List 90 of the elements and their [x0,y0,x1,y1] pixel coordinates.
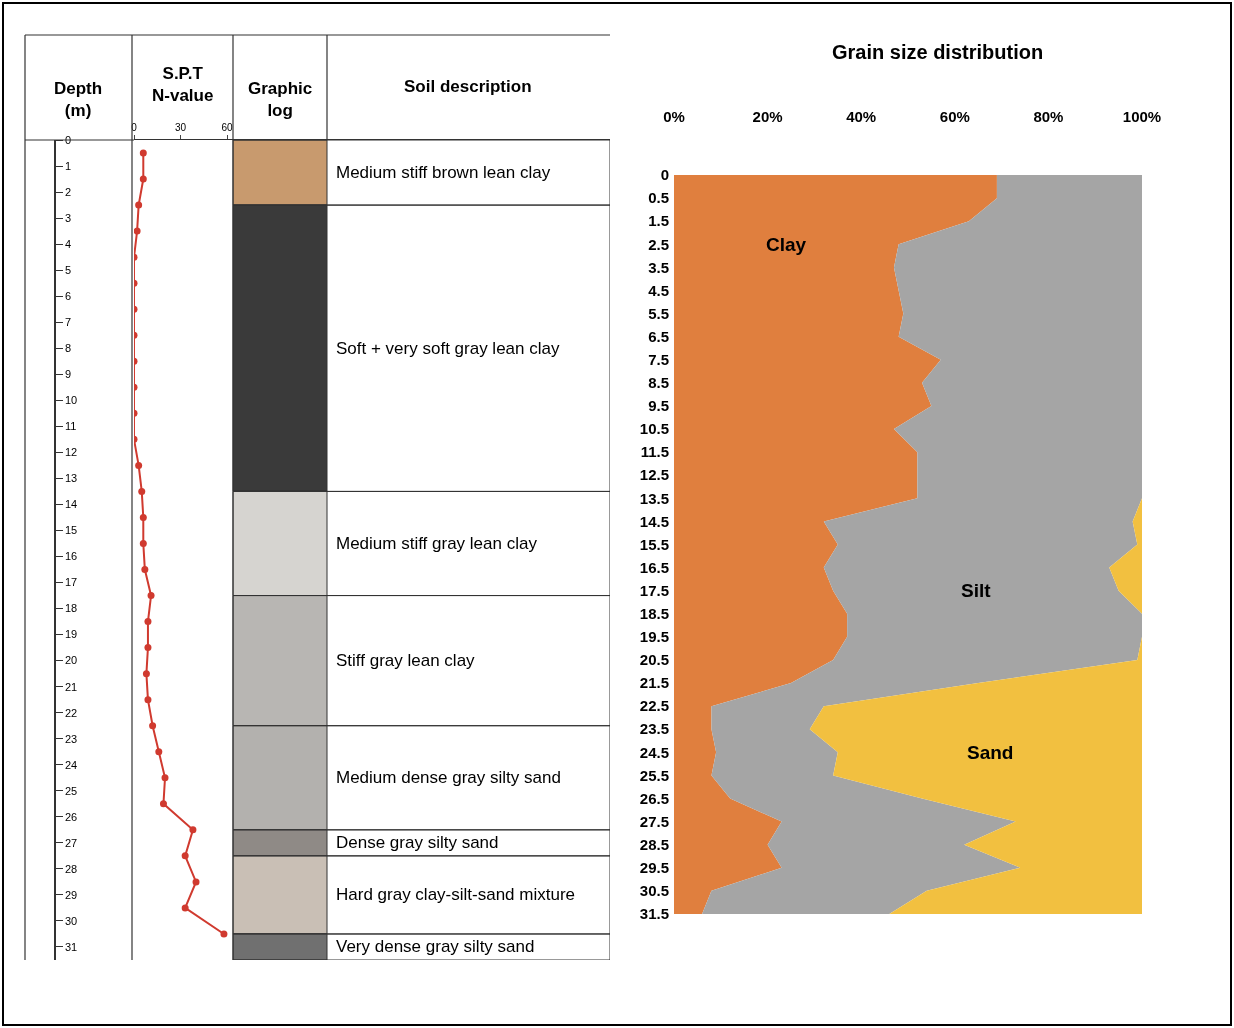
x-tick-label: 0% [663,108,685,125]
chart-title: S.P.T N-value [152,64,214,106]
y-tick-label: 10 [64,394,78,407]
y-tick-label: 30 [64,914,78,927]
y-tick-label: 26 [64,810,78,823]
y-tick-label: 0.5 [648,189,669,207]
y-tick-label: 0 [660,166,669,184]
band-label: Dense gray silty sand [336,833,499,852]
y-tick-label: 4.5 [648,281,669,299]
text: Graphic log [248,79,313,121]
y-tick-label: 30.5 [639,882,669,900]
y-tick-label: 6 [64,290,72,303]
y-tick-label: 11 [64,420,77,433]
y-tick-label: 2.5 [648,235,669,253]
y-tick-label: 26.5 [639,789,669,807]
y-tick-label: 1 [64,159,72,172]
y-tick-label: 10.5 [639,420,669,438]
y-tick-label: 6.5 [648,327,669,345]
y-tick-label: 1.5 [648,212,669,230]
x-tick-label: 60 [221,121,234,133]
y-tick-label: 4 [64,237,72,250]
y-tick-label: 16 [64,550,78,563]
y-axis-title: Depth (m) [54,79,103,121]
band-label: Stiff gray lean clay [336,651,476,670]
y-tick-label: 27.5 [639,812,669,830]
band-label: Medium stiff brown lean clay [336,163,551,182]
band-label: Soft + very soft gray lean clay [336,339,560,358]
x-tick-label: 20% [752,108,783,125]
y-tick-label: 19.5 [639,628,669,646]
y-tick-label: 14 [64,498,78,511]
x-tick-label: 100% [1122,108,1162,125]
y-tick-label: 20 [64,654,78,667]
y-tick-label: 23 [64,732,78,745]
x-tick-label: 30 [174,121,187,133]
y-tick-label: 24 [64,758,78,771]
y-tick-label: 15 [64,524,78,537]
y-tick-label: 27 [64,836,78,849]
y-tick-label: 22.5 [639,697,669,715]
y-tick-label: 0 [64,133,72,146]
y-tick-label: 12 [64,446,78,459]
y-tick-label: 22 [64,706,78,719]
band-label: Hard gray clay-silt-sand mixture [336,885,576,904]
y-tick-label: 31 [64,940,78,953]
y-tick-label: 14.5 [639,512,669,530]
series-label: Clay [766,234,807,255]
y-tick-label: 20.5 [639,651,669,669]
band-label: Very dense gray silty sand [336,937,535,956]
series-label: Sand [967,742,1014,763]
x-tick-label: 40% [846,108,877,125]
y-tick-label: 29 [64,888,78,901]
y-tick-label: 25 [64,784,78,797]
y-tick-label: 21.5 [639,674,669,692]
y-tick-label: 7.5 [648,351,669,369]
y-tick-label: 24.5 [639,743,669,761]
y-tick-label: 3 [64,211,72,224]
y-tick-label: 29.5 [639,859,669,877]
y-tick-label: 31.5 [639,905,669,923]
y-tick-label: 18.5 [639,605,669,623]
y-tick-label: 9.5 [648,397,669,415]
y-tick-label: 9 [64,368,72,381]
y-tick-label: 13.5 [639,489,669,507]
y-tick-label: 28.5 [639,835,669,853]
y-tick-label: 15.5 [639,535,669,553]
y-tick-label: 12.5 [639,466,669,484]
y-tick-label: 8.5 [648,374,669,392]
series-label: Silt [961,580,992,601]
y-tick-label: 18 [64,602,78,615]
y-tick-label: 3.5 [648,258,669,276]
y-tick-label: 17 [64,576,78,589]
y-tick-label: 19 [64,628,78,641]
y-tick-label: 7 [64,316,72,329]
x-tick-label: 60% [939,108,970,125]
y-tick-label: 13 [64,472,78,485]
x-tick-label: 80% [1033,108,1064,125]
y-tick-label: 5.5 [648,304,669,322]
band-label: Medium dense gray silty sand [336,768,561,787]
y-tick-label: 28 [64,862,78,875]
y-tick-label: 17.5 [639,581,669,599]
y-tick-label: 21 [64,680,78,693]
y-tick-label: 25.5 [639,766,669,784]
x-tick-label: 0 [131,121,138,133]
y-tick-label: 5 [64,264,72,277]
text: Soil description [404,77,532,96]
y-tick-label: 16.5 [639,558,669,576]
y-tick-label: 23.5 [639,720,669,738]
y-tick-label: 8 [64,342,72,355]
y-tick-label: 2 [64,185,72,198]
chart-title: Grain size distribution [832,41,1044,63]
y-tick-label: 11.5 [640,443,669,461]
band-label: Medium stiff gray lean clay [336,534,538,553]
